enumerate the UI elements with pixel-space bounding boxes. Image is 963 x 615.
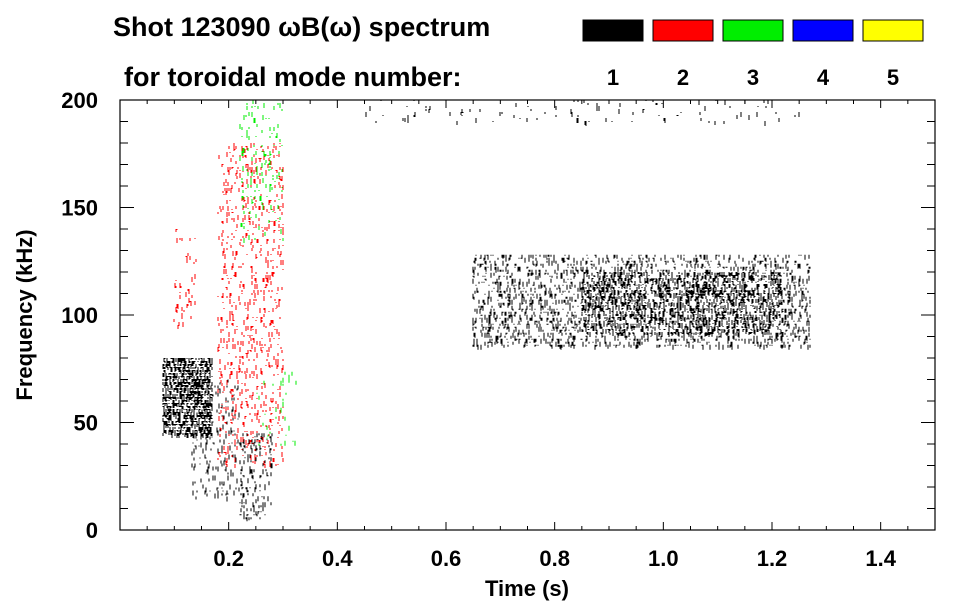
legend-swatch-mode-2 [653,20,713,41]
legend-label-mode-3: 3 [747,65,759,90]
chart-title-line2: for toroidal mode number: [124,62,462,92]
spectrogram-chart: Shot 123090 ωB(ω) spectrum for toroidal … [0,0,963,615]
x-tick-label: 0.2 [213,546,244,571]
x-tick-label: 0.6 [431,546,462,571]
y-tick-label: 150 [61,196,98,221]
y-axis-label: Frequency (kHz) [12,229,37,400]
x-tick-label: 0.4 [322,546,353,571]
legend-label-mode-1: 1 [607,65,619,90]
plot-area: 0.2 0.4 0.6 0.8 1.0 1.2 1.4 0 50 100 150 200 [61,88,935,571]
legend-label-mode-4: 4 [817,65,830,90]
legend-swatch-mode-1 [583,20,643,41]
x-axis-label: Time (s) [485,576,569,601]
legend-label-mode-2: 2 [677,65,689,90]
x-tick-label: 1.0 [648,546,679,571]
legend-swatch-mode-3 [723,20,783,41]
y-tick-label: 100 [61,303,98,328]
mode-legend: 1 2 3 4 5 [583,20,923,90]
legend-swatch-mode-5 [863,20,923,41]
y-tick-label: 50 [74,411,98,436]
chart-title-line1: Shot 123090 ωB(ω) spectrum [113,12,490,42]
x-tick-label: 0.8 [539,546,570,571]
y-tick-label: 200 [61,88,98,113]
y-tick-label: 0 [86,518,98,543]
legend-label-mode-5: 5 [887,65,899,90]
x-tick-label: 1.2 [757,546,788,571]
x-tick-label: 1.4 [865,546,896,571]
legend-swatch-mode-4 [793,20,853,41]
